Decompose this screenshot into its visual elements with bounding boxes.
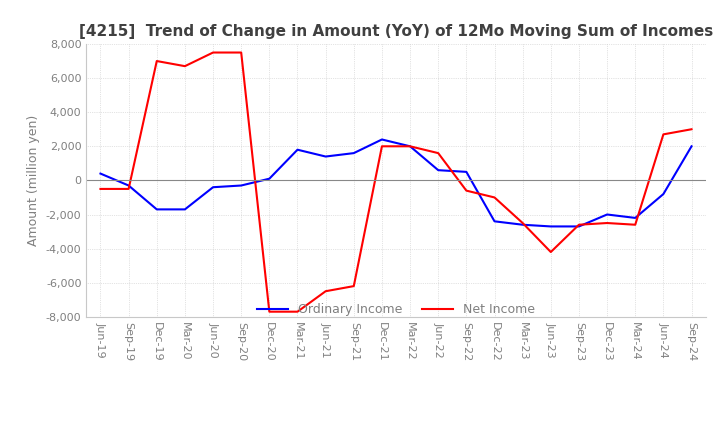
Ordinary Income (209, 185, 217, 190)
Ordinary Income (349, 150, 358, 156)
Ordinary Income (153, 207, 161, 212)
Ordinary Income (603, 212, 611, 217)
Line: Ordinary Income: Ordinary Income (101, 139, 691, 227)
Legend: Ordinary Income, Net Income: Ordinary Income, Net Income (257, 303, 535, 316)
Net Income (546, 249, 555, 255)
Ordinary Income (96, 171, 105, 176)
Ordinary Income (462, 169, 471, 175)
Ordinary Income (546, 224, 555, 229)
Title: [4215]  Trend of Change in Amount (YoY) of 12Mo Moving Sum of Incomes: [4215] Trend of Change in Amount (YoY) o… (79, 24, 713, 39)
Net Income (687, 127, 696, 132)
Net Income (265, 309, 274, 314)
Ordinary Income (265, 176, 274, 181)
Ordinary Income (490, 219, 499, 224)
Net Income (377, 143, 386, 149)
Line: Net Income: Net Income (101, 52, 691, 312)
Net Income (181, 63, 189, 69)
Net Income (575, 222, 583, 227)
Y-axis label: Amount (million yen): Amount (million yen) (27, 115, 40, 246)
Net Income (603, 220, 611, 226)
Ordinary Income (237, 183, 246, 188)
Net Income (659, 132, 667, 137)
Net Income (209, 50, 217, 55)
Net Income (490, 195, 499, 200)
Ordinary Income (659, 191, 667, 197)
Net Income (349, 283, 358, 289)
Ordinary Income (125, 183, 133, 188)
Net Income (462, 188, 471, 193)
Net Income (631, 222, 639, 227)
Net Income (434, 150, 443, 156)
Ordinary Income (687, 143, 696, 149)
Ordinary Income (518, 222, 527, 227)
Net Income (237, 50, 246, 55)
Net Income (406, 143, 415, 149)
Net Income (293, 309, 302, 314)
Ordinary Income (434, 168, 443, 173)
Ordinary Income (377, 137, 386, 142)
Net Income (96, 186, 105, 191)
Ordinary Income (181, 207, 189, 212)
Net Income (518, 220, 527, 226)
Ordinary Income (321, 154, 330, 159)
Net Income (153, 59, 161, 64)
Net Income (321, 289, 330, 294)
Net Income (125, 186, 133, 191)
Ordinary Income (631, 215, 639, 220)
Ordinary Income (293, 147, 302, 152)
Ordinary Income (406, 143, 415, 149)
Ordinary Income (575, 224, 583, 229)
